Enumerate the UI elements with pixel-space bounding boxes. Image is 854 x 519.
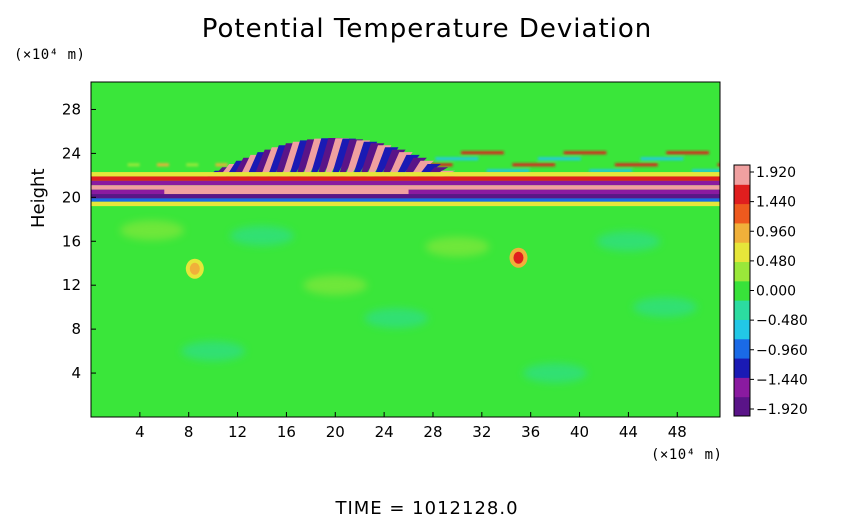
band-layer-6 bbox=[91, 198, 720, 202]
colorbar-label-0: 1.920 bbox=[756, 165, 796, 181]
x-tick-label-2: 12 bbox=[228, 423, 247, 441]
x-unit-label: (×10⁴ m) bbox=[651, 447, 723, 463]
x-tick-label-7: 32 bbox=[472, 423, 491, 441]
field-gravity-waves bbox=[188, 138, 463, 180]
soft-patch-7 bbox=[303, 275, 368, 296]
upper-wave-8 bbox=[589, 169, 633, 173]
band-layer-2 bbox=[91, 180, 720, 186]
upper-wave-6 bbox=[538, 157, 581, 161]
y-tick-label-6: 28 bbox=[62, 100, 81, 118]
x-tick-label-9: 40 bbox=[570, 423, 589, 441]
y-tick-label-0: 4 bbox=[71, 364, 81, 382]
soft-patch-3 bbox=[596, 231, 661, 252]
y-tick-label-2: 12 bbox=[62, 276, 81, 294]
upper-wave-12 bbox=[691, 169, 720, 173]
upper-wave-7 bbox=[563, 151, 607, 155]
colorbar: 1.920 1.440 0.960 0.480 0.000 −0.480 −0.960 −1.… bbox=[733, 164, 808, 418]
band-highlight bbox=[164, 187, 409, 195]
colorbar-label-1: 1.440 bbox=[756, 195, 796, 211]
x-tick-label-4: 20 bbox=[326, 423, 345, 441]
upper-wave-left-0 bbox=[127, 163, 140, 167]
plot-area bbox=[91, 82, 720, 417]
colorbar-label-3: 0.480 bbox=[756, 254, 796, 270]
x-tick-label-1: 8 bbox=[184, 423, 194, 441]
y-tick-label-1: 8 bbox=[71, 320, 81, 338]
colorbar-swatch-9 bbox=[734, 222, 750, 243]
colorbar-swatch-2 bbox=[734, 358, 750, 378]
upper-wave-3 bbox=[461, 151, 504, 155]
y-unit-label: (×10⁴ m) bbox=[14, 47, 86, 63]
colorbar-label-8: −1.920 bbox=[756, 402, 808, 418]
x-tick-label-3: 16 bbox=[277, 423, 296, 441]
x-tick-label-6: 28 bbox=[423, 423, 442, 441]
colorbar-swatch-7 bbox=[734, 261, 750, 282]
soft-patch-5 bbox=[364, 308, 429, 329]
y-tick-label-3: 16 bbox=[62, 232, 81, 250]
upper-wave-4 bbox=[486, 169, 530, 173]
colorbar-swatch-6 bbox=[734, 280, 750, 301]
colorbar-swatch-4 bbox=[734, 319, 750, 340]
plot-frame bbox=[90, 81, 721, 418]
soft-patch-0 bbox=[120, 220, 185, 241]
band-layer-7 bbox=[91, 201, 720, 207]
upper-wave-11 bbox=[666, 151, 710, 155]
upper-wave-10 bbox=[640, 157, 684, 161]
colorbar-label-6: −0.960 bbox=[756, 343, 808, 359]
colorbar-swatch-10 bbox=[734, 203, 750, 224]
soft-patch-4 bbox=[181, 341, 246, 362]
colorbar-label-7: −1.440 bbox=[756, 372, 808, 388]
colorbar-label-2: 0.960 bbox=[756, 224, 796, 240]
upper-wave-left-3 bbox=[215, 163, 228, 167]
soft-patch-1 bbox=[229, 225, 294, 246]
colorbar-label-5: −0.480 bbox=[756, 313, 808, 329]
upper-wave-5 bbox=[512, 163, 556, 167]
colorbar-swatch-12 bbox=[734, 165, 750, 185]
colorbar-swatch-5 bbox=[734, 300, 750, 320]
field-soft-patches bbox=[120, 220, 698, 384]
colorbar-swatch-0 bbox=[734, 396, 750, 417]
soft-patch-8 bbox=[633, 297, 698, 318]
upper-wave-9 bbox=[614, 163, 658, 167]
x-tick-label-10: 44 bbox=[619, 423, 638, 441]
field-inversion-band bbox=[91, 172, 720, 207]
upper-wave-left-1 bbox=[156, 163, 169, 167]
colorbar-swatch-1 bbox=[734, 377, 750, 398]
anomaly-core-0 bbox=[513, 251, 524, 264]
band-layer-5 bbox=[91, 194, 720, 199]
x-tick-label-8: 36 bbox=[521, 423, 540, 441]
soft-patch-2 bbox=[425, 236, 490, 257]
anomaly-0 bbox=[509, 247, 528, 268]
upper-wave-13 bbox=[717, 163, 720, 167]
colorbar-label-4: 0.000 bbox=[756, 284, 796, 300]
time-label: TIME = 1012128.0 bbox=[335, 498, 519, 519]
y-tick-label-5: 24 bbox=[62, 144, 81, 162]
soft-patch-6 bbox=[523, 363, 588, 384]
band-layer-0 bbox=[91, 172, 720, 177]
x-tick-label-0: 4 bbox=[135, 423, 145, 441]
y-axis: 4 8 12 16 20 24 28 bbox=[62, 100, 96, 382]
colorbar-swatch-8 bbox=[734, 242, 750, 263]
x-axis: 4 8 12 16 20 24 28 32 36 40 44 48 bbox=[135, 412, 687, 441]
x-tick-label-5: 24 bbox=[375, 423, 394, 441]
x-tick-label-11: 48 bbox=[668, 423, 687, 441]
band-layer-1 bbox=[91, 176, 720, 181]
anomaly-1 bbox=[185, 258, 204, 279]
anomaly-core-1 bbox=[189, 262, 200, 275]
y-tick-label-4: 20 bbox=[62, 188, 81, 206]
upper-wave-left-2 bbox=[186, 163, 199, 167]
colorbar-swatch-11 bbox=[734, 184, 750, 205]
upper-wave-2 bbox=[435, 157, 479, 161]
chart-title: Potential Temperature Deviation bbox=[201, 14, 653, 44]
colorbar-swatch-3 bbox=[734, 338, 750, 359]
